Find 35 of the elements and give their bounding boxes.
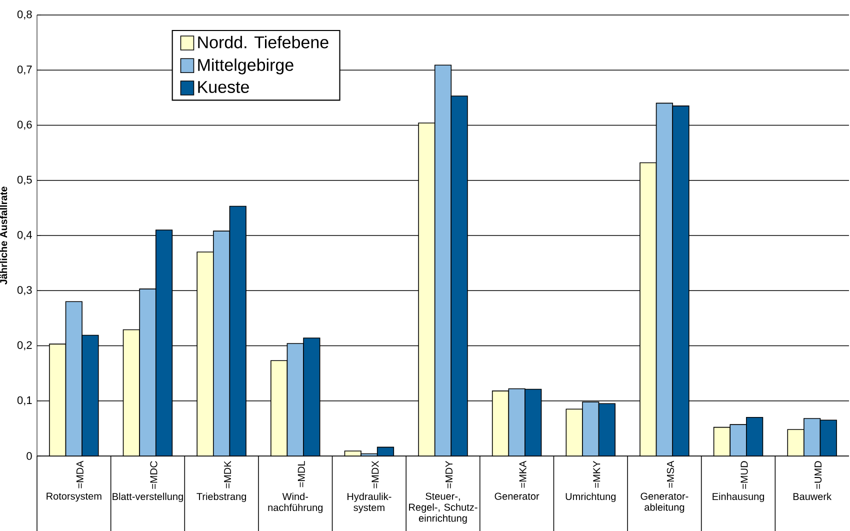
y-tick-label: 0 <box>26 452 32 460</box>
y-axis-title: Jährliche Ausfallrate <box>0 186 8 285</box>
x-tick-label: Generator <box>494 492 540 500</box>
x-tick-label: Wind-nachführung <box>268 492 323 514</box>
legend-label: Mittelgebirge <box>198 58 294 74</box>
x-tick-label: Triebstrang <box>196 492 246 502</box>
text: =MDK <box>224 460 231 488</box>
x-tick-label: Bauwerk <box>793 492 832 500</box>
x-tick-label: Umrichtung <box>566 492 616 502</box>
y-tick-label: 0,7 <box>17 66 32 75</box>
text: =UMD <box>814 461 822 489</box>
text: =MDX <box>372 460 379 488</box>
x-tick-label: Generator-ableitung <box>640 492 688 513</box>
text: =MDC <box>150 461 158 489</box>
y-tick-label: 0,1 <box>17 396 32 406</box>
text: =MDA <box>76 460 84 488</box>
x-tick-label: Blatt-verstellung <box>112 492 183 502</box>
x-tick-label: Einhausung <box>712 492 764 502</box>
text: =MDL <box>298 461 305 488</box>
y-tick-label: 0,8 <box>17 10 32 20</box>
x-tick-label: Hydraulik-system <box>347 492 392 514</box>
text: =MKY <box>593 460 600 488</box>
legend-label: Nordd. Tiefebene <box>198 36 328 48</box>
text: =MDY <box>446 460 452 488</box>
y-tick-label: 0,5 <box>17 176 32 185</box>
text: =MUD <box>740 461 748 489</box>
y-tick-label: 0,4 <box>17 230 32 240</box>
legend-label: Kueste <box>198 81 249 94</box>
text: =MSA <box>666 460 674 488</box>
y-tick-label: 0,6 <box>17 120 32 130</box>
y-tick-label: 0,3 <box>17 286 32 296</box>
x-tick-label: Rotorsystem <box>46 492 102 502</box>
text: =MKA <box>519 460 526 488</box>
y-tick-label: 0,2 <box>17 341 32 350</box>
x-tick-label: Steuer-, Regel-, Schutz-einrichtung <box>409 492 478 524</box>
